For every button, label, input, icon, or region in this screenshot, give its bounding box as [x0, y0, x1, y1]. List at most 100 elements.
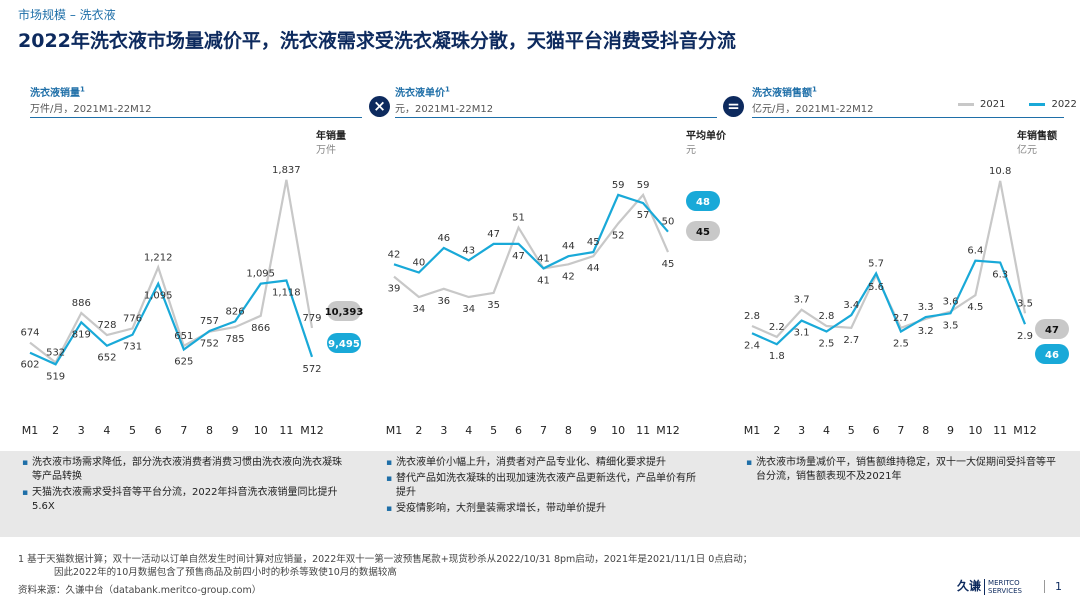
data-label-2022: 826	[226, 306, 245, 317]
chart3-title: 洗衣液销售额1	[752, 85, 817, 99]
chart1-subtitle: 万件/月，2021M1-22M12	[30, 100, 362, 118]
series-2021-line	[751, 180, 1027, 339]
series-2021-line	[29, 179, 314, 365]
note-item: 洗衣液单价小幅上升，消费者对产品专业化、精细化要求提升	[386, 456, 696, 470]
data-label-2022: 59	[612, 180, 625, 191]
x-tick-label: M12	[300, 424, 324, 437]
x-tick-label: 7	[540, 424, 547, 437]
data-label-2021: 776	[123, 313, 142, 324]
legend-2022-swatch	[1029, 103, 1046, 106]
data-label-2021: 651	[174, 331, 193, 342]
x-tick-label: 7	[897, 424, 904, 437]
chart3-subtitle: 亿元/月，2021M1-22M12	[752, 100, 1064, 118]
annual-unit: 万件	[316, 144, 336, 156]
x-tick-label: 11	[993, 424, 1007, 437]
breadcrumb: 市场规模 – 洗衣液	[18, 8, 116, 22]
data-label-2021: 886	[72, 298, 91, 309]
total-2022-pill	[327, 333, 361, 353]
data-label-2021: 39	[388, 284, 401, 295]
x-tick-label: 4	[465, 424, 472, 437]
data-label-2022: 652	[97, 353, 116, 364]
chart1-title: 洗衣液销量1	[30, 85, 85, 99]
data-label-2021: 3.7	[794, 295, 810, 306]
data-label-2021: 532	[46, 348, 65, 359]
data-label-2021: 59	[637, 180, 650, 191]
data-label-2021: 2.7	[843, 335, 859, 346]
x-tick-label: 5	[129, 424, 136, 437]
data-label-2021: 674	[20, 328, 39, 339]
total-2022-value: 48	[696, 197, 710, 208]
data-label-2021: 3.5	[1017, 298, 1033, 309]
x-tick-label: 6	[873, 424, 880, 437]
x-tick-label: M1	[386, 424, 403, 437]
data-label-2022: 1,095	[246, 269, 275, 280]
notes-column-3: 洗衣液市场量减价平，销售额维持稳定，双十一大促期间受抖音等平台分流，销售额表现不…	[746, 456, 1056, 486]
legend-2021-label: 2021	[980, 99, 1006, 110]
legend-2021-swatch	[958, 103, 974, 106]
x-tick-label: 4	[823, 424, 830, 437]
data-label-2021: 35	[487, 300, 500, 311]
x-tick-label: 2	[52, 424, 59, 437]
data-label-2022: 625	[174, 357, 193, 368]
x-tick-label: 10	[254, 424, 268, 437]
total-2022-value: 46	[1045, 350, 1059, 361]
data-label-2022: 47	[487, 229, 500, 240]
data-label-2022: 1,095	[144, 291, 173, 302]
annual-label: 年销量	[316, 129, 346, 142]
data-label-2021: 2.7	[893, 313, 909, 324]
data-label-2021: 34	[413, 304, 426, 315]
x-tick-label: 5	[848, 424, 855, 437]
x-tick-label: 5	[490, 424, 497, 437]
equals-icon: =	[723, 96, 744, 117]
line-charts: M1 2 3 4 5 6 7 8 9 10 11 M1267460253251988681972865…	[20, 129, 1069, 437]
x-tick-label: 3	[78, 424, 85, 437]
series-2021-line	[393, 192, 670, 299]
source: 资料来源：久谦中台（databank.meritco-group.com）	[18, 585, 262, 596]
data-label-2021: 752	[200, 339, 219, 350]
series-2022-line	[751, 259, 1027, 346]
x-tick-label: M1	[744, 424, 761, 437]
data-label-2022: 50	[662, 217, 675, 228]
x-tick-label: M12	[656, 424, 680, 437]
total-2021-value: 10,393	[325, 307, 364, 318]
total-2021-pill	[327, 301, 361, 321]
data-label-2022: 3.5	[943, 320, 959, 331]
data-label-2021: 866	[251, 323, 270, 334]
x-tick-label: M1	[22, 424, 39, 437]
data-label-2021: 2.2	[769, 322, 785, 333]
x-tick-label: 9	[232, 424, 239, 437]
data-label-2022: 5.7	[868, 258, 884, 269]
footnote: 1 基于天猫数据计算；双十一活动以订单自然发生时间计算对应销量，2022年双十一…	[18, 554, 753, 578]
data-label-2022: 57	[637, 210, 650, 221]
data-label-2021: 51	[512, 213, 525, 224]
data-label-2021: 42	[562, 271, 575, 282]
data-label-2021: 3.6	[943, 297, 959, 308]
x-tick-label: 7	[180, 424, 187, 437]
data-label-2021: 1,212	[144, 252, 173, 263]
note-item: 受疫情影响，大剂量装需求增长，带动单价提升	[386, 502, 696, 516]
x-tick-label: 11	[636, 424, 650, 437]
data-label-2022: 757	[200, 316, 219, 327]
data-label-2022: 2.5	[893, 338, 909, 349]
legend: 2021 2022	[958, 99, 1077, 110]
data-label-2022: 2.5	[819, 338, 835, 349]
series-2022-line	[393, 193, 669, 274]
data-label-2021: 1,837	[272, 165, 301, 176]
x-tick-label: 6	[515, 424, 522, 437]
x-tick-label: 2	[415, 424, 422, 437]
data-label-2021: 728	[97, 320, 116, 331]
note-item: 洗衣液市场需求降低，部分洗衣液消费者消费习惯由洗衣液向洗衣凝珠等产品转换	[22, 456, 342, 484]
data-label-2021: 785	[226, 334, 245, 345]
data-label-2022: 44	[562, 241, 575, 252]
total-2022-pill	[1035, 344, 1069, 364]
data-label-2021: 45	[662, 259, 675, 270]
data-label-2022: 40	[413, 258, 426, 269]
data-label-2022: 2.4	[744, 340, 760, 351]
x-tick-label: 11	[279, 424, 293, 437]
data-label-2022: 45	[587, 237, 600, 248]
data-label-2022: 3.3	[918, 302, 934, 313]
annual-label: 平均单价	[686, 129, 727, 142]
data-label-2022: 6.3	[992, 270, 1008, 281]
data-label-2022: 3.4	[843, 300, 859, 311]
note-item: 洗衣液市场量减价平，销售额维持稳定，双十一大促期间受抖音等平台分流，销售额表现不…	[746, 456, 1056, 484]
